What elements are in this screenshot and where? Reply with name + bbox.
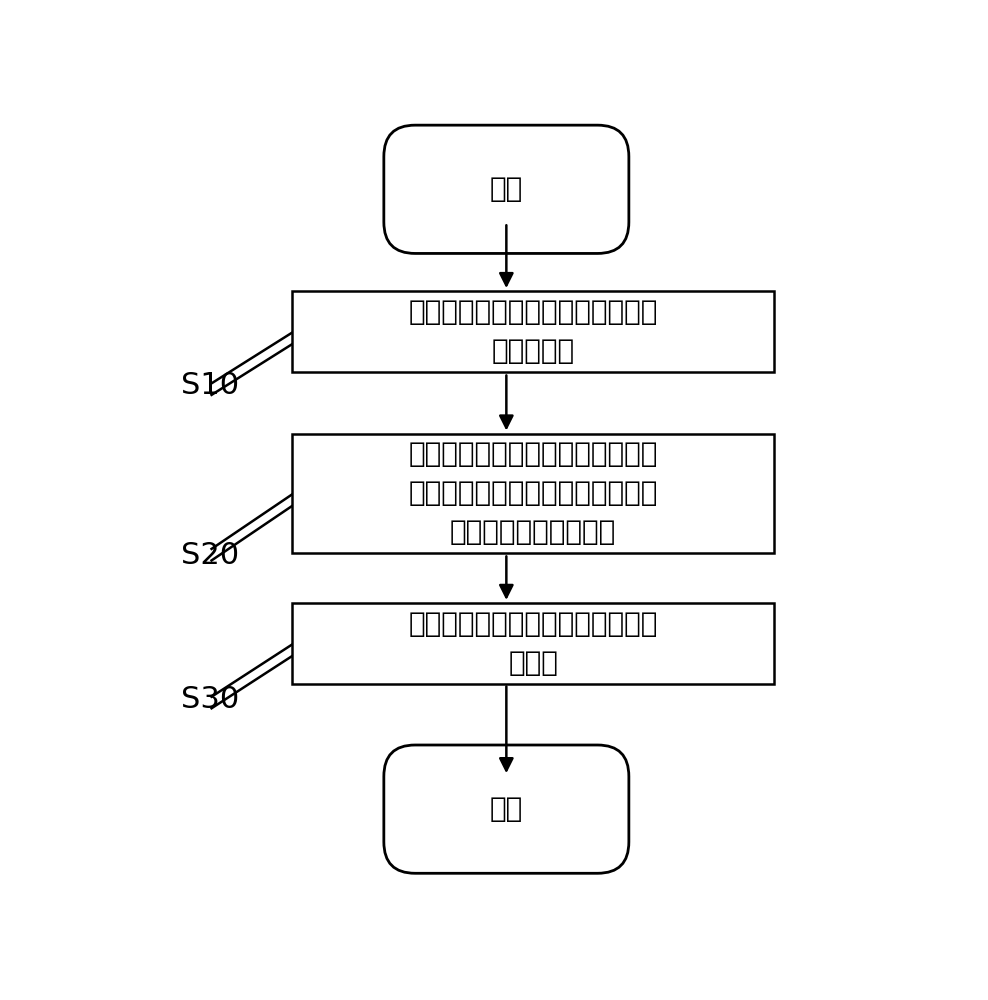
Text: 结束: 结束	[490, 795, 523, 823]
Text: 开始: 开始	[490, 175, 523, 203]
Text: 根据各台外机的不同工况定义不同
的权重系统: 根据各台外机的不同工况定义不同 的权重系统	[408, 298, 658, 365]
Bar	[292, 603, 775, 684]
FancyBboxPatch shape	[383, 745, 628, 873]
Text: S20: S20	[181, 541, 239, 570]
Bar	[292, 291, 775, 372]
Text: 系统分别根据每台外机的工况和其
对应工况下的工作时间计算各台外
机加权后累计工作时数: 系统分别根据每台外机的工况和其 对应工况下的工作时间计算各台外 机加权后累计工作…	[408, 440, 658, 546]
Text: S30: S30	[181, 685, 239, 714]
Bar	[292, 434, 775, 553]
Text: S10: S10	[181, 371, 239, 400]
Text: 使累计工作时数最少的至少一台外
机工作: 使累计工作时数最少的至少一台外 机工作	[408, 610, 658, 677]
FancyBboxPatch shape	[383, 125, 628, 253]
